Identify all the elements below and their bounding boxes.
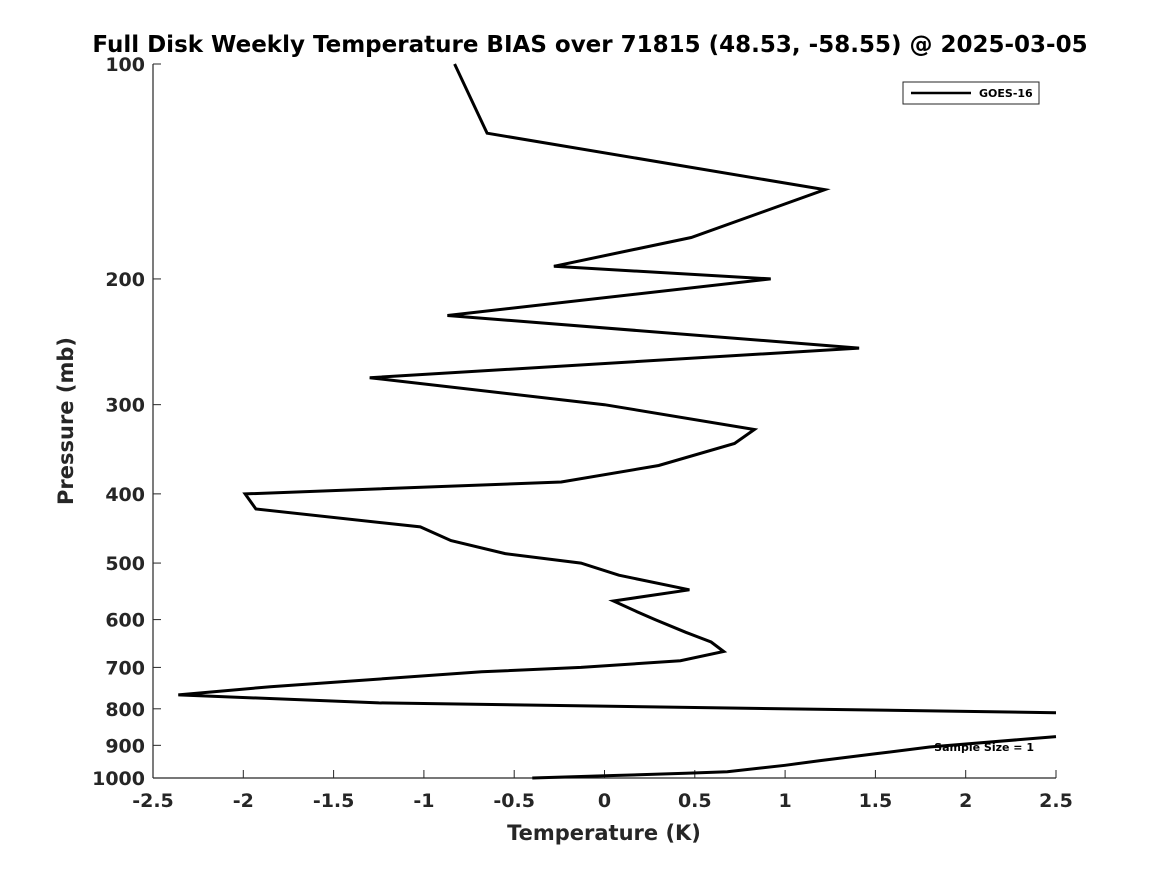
y-axis-label: Pressure (mb) bbox=[54, 337, 78, 505]
series-line-1 bbox=[178, 63, 1057, 715]
chart-title: Full Disk Weekly Temperature BIAS over 7… bbox=[92, 32, 1087, 58]
y-axis-ticks: 100 200 300 400 500 600 700 800 900 1000 bbox=[92, 54, 161, 790]
x-axis-label: Temperature (K) bbox=[507, 821, 701, 845]
x-tick-label: -2 bbox=[233, 790, 254, 812]
x-tick-label: 0 bbox=[598, 790, 611, 812]
y-tick-label: 800 bbox=[105, 699, 145, 721]
x-tick-label: -2.5 bbox=[132, 790, 174, 812]
series-line-2 bbox=[532, 735, 1057, 780]
y-tick-label: 700 bbox=[105, 657, 145, 679]
legend-entry-goes-16: GOES-16 bbox=[979, 87, 1033, 100]
x-tick-label: -1.5 bbox=[313, 790, 355, 812]
x-tick-label: 1 bbox=[778, 790, 791, 812]
x-axis-ticks: -2.5 -2 -1.5 -1 -0.5 0 0.5 1 1.5 2 2.5 bbox=[132, 770, 1073, 812]
y-tick-label: 100 bbox=[105, 54, 145, 76]
y-tick-label: 400 bbox=[105, 484, 145, 506]
x-tick-label: 0.5 bbox=[678, 790, 712, 812]
legend: GOES-16 bbox=[902, 81, 1040, 105]
x-tick-label: -1 bbox=[413, 790, 434, 812]
x-tick-label: 2 bbox=[959, 790, 972, 812]
y-tick-label: 200 bbox=[105, 269, 145, 291]
plot-area bbox=[153, 64, 1056, 778]
x-tick-label: 2.5 bbox=[1039, 790, 1073, 812]
y-tick-label: 1000 bbox=[92, 768, 145, 790]
x-tick-label: 1.5 bbox=[859, 790, 893, 812]
sample-size-annotation: Sample Size = 1 bbox=[934, 741, 1034, 754]
x-tick-label: -0.5 bbox=[493, 790, 535, 812]
y-tick-label: 300 bbox=[105, 395, 145, 417]
series-layer bbox=[178, 63, 1057, 780]
y-tick-label: 600 bbox=[105, 610, 145, 632]
y-tick-label: 500 bbox=[105, 553, 145, 575]
y-tick-label: 900 bbox=[105, 735, 145, 757]
